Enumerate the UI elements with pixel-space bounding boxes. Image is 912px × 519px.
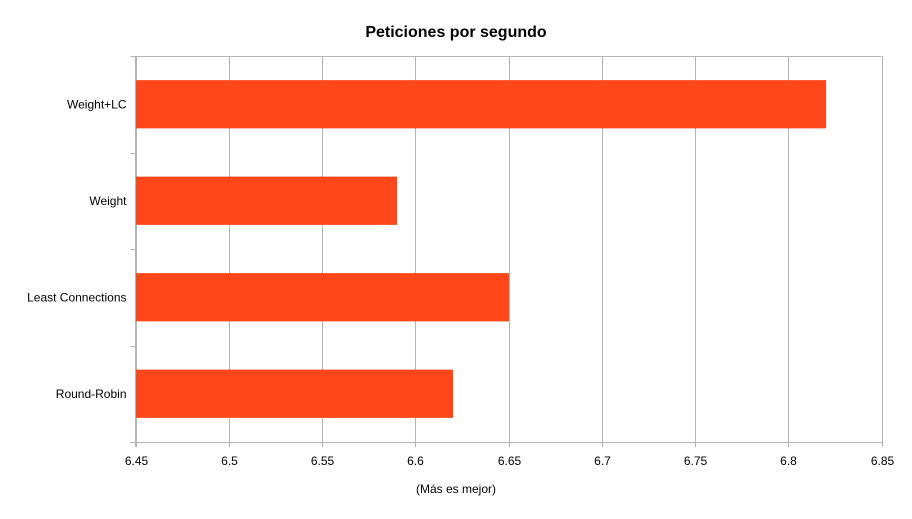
x-tick-label: 6.8 xyxy=(780,454,797,468)
x-tick-label: 6.85 xyxy=(871,454,895,468)
x-axis-title: (Más es mejor) xyxy=(416,482,496,496)
bar xyxy=(136,80,827,129)
bar xyxy=(136,369,454,418)
x-tick-label: 6.6 xyxy=(407,454,424,468)
x-tick-label: 6.7 xyxy=(594,454,611,468)
bars xyxy=(136,80,827,418)
axes xyxy=(130,56,883,447)
x-tick-label: 6.65 xyxy=(498,454,522,468)
x-tick-label: 6.75 xyxy=(684,454,708,468)
category-label: Weight xyxy=(89,194,127,208)
chart-title: Peticiones por segundo xyxy=(365,24,547,41)
category-label: Weight+LC xyxy=(67,97,127,111)
x-tick-label: 6.55 xyxy=(311,454,335,468)
x-tick-label: 6.5 xyxy=(221,454,238,468)
category-label: Least Connections xyxy=(27,290,126,304)
bar xyxy=(136,176,398,225)
category-labels: Weight+LC Weight Least Connections Round-Ro… xyxy=(27,97,127,401)
x-tick-label: 6.45 xyxy=(125,454,149,468)
bar xyxy=(136,273,509,322)
x-tick-labels: 6.45 6.5 6.55 6.6 6.65 6.7 6.75 6.8 6.85 xyxy=(125,454,895,468)
category-label: Round-Robin xyxy=(56,387,127,401)
